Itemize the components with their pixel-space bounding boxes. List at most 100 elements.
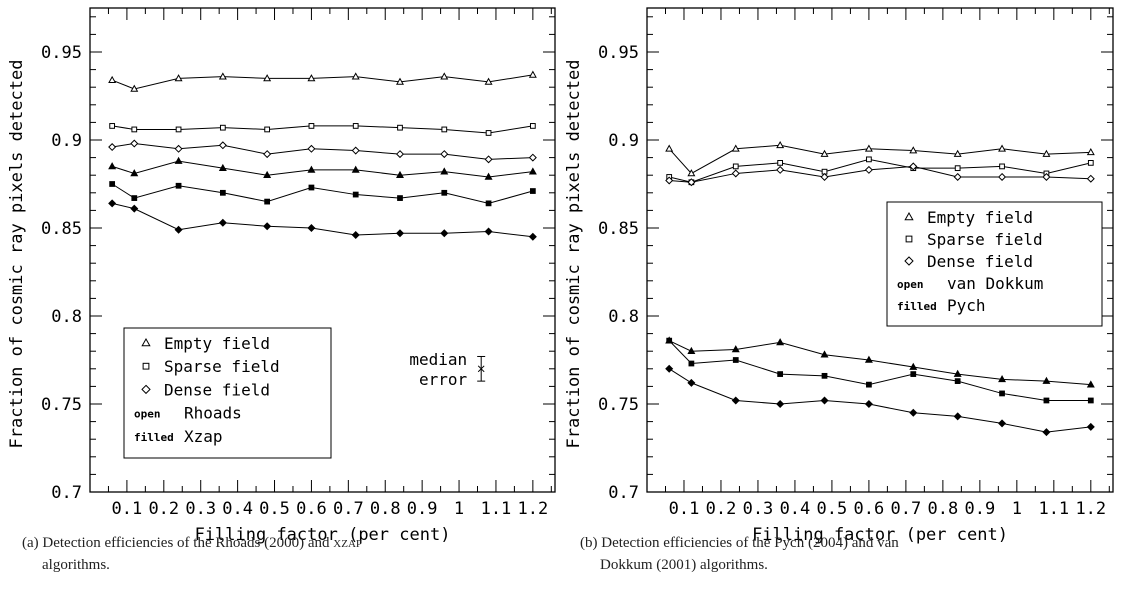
y-tick-label: 0.85	[598, 219, 639, 239]
data-point	[440, 229, 449, 238]
data-point	[174, 144, 183, 153]
data-point	[441, 189, 448, 196]
data-point	[131, 126, 138, 133]
series-open-square	[109, 123, 536, 136]
x-tick-label: 0.7	[333, 499, 364, 519]
data-point	[263, 170, 272, 179]
data-point	[263, 74, 272, 82]
annotation-text: median	[409, 350, 467, 369]
x-tick-label: 0.7	[891, 499, 922, 519]
data-point	[864, 165, 873, 174]
data-point	[953, 149, 962, 157]
data-point	[1087, 160, 1094, 166]
legend-marker-diamond	[904, 256, 914, 266]
data-point	[820, 172, 829, 181]
data-point	[1042, 149, 1051, 157]
data-point	[909, 146, 918, 154]
data-point	[731, 345, 740, 353]
data-point	[264, 198, 271, 205]
data-point	[909, 162, 918, 171]
data-point	[218, 163, 227, 171]
legend-key-filled: filled	[897, 300, 937, 313]
data-point	[263, 222, 272, 231]
x-tick-label: 1	[454, 499, 464, 519]
data-point	[308, 123, 315, 129]
plot-frame	[89, 7, 556, 493]
data-point	[351, 165, 360, 173]
data-point	[953, 412, 962, 421]
data-point	[307, 223, 316, 233]
data-point	[1086, 380, 1095, 388]
caption: (a) Detection efficiencies of the Rhoads…	[22, 535, 362, 573]
data-point	[307, 74, 316, 82]
data-point	[864, 144, 873, 152]
series-filled-triangle	[665, 336, 1095, 388]
caption-line: algorithms.	[42, 557, 110, 573]
data-point	[687, 169, 696, 177]
data-point	[820, 396, 829, 405]
data-point	[130, 139, 139, 148]
legend-marker-triangle	[141, 337, 151, 347]
data-point	[175, 126, 182, 133]
data-point	[1086, 147, 1095, 156]
data-point	[130, 169, 139, 177]
data-point	[999, 390, 1005, 397]
legend-marker-square	[905, 235, 913, 243]
series-line	[112, 143, 533, 160]
data-point	[484, 155, 493, 164]
series-open-triangle	[108, 70, 537, 92]
series-filled-diamond	[665, 364, 1095, 437]
data-point	[130, 84, 139, 92]
series-open-diamond	[108, 139, 537, 164]
data-point	[1086, 174, 1095, 183]
data-point	[864, 355, 873, 363]
series-line	[669, 158, 1091, 183]
series-filled-square	[109, 181, 536, 207]
x-axis-label: Filling factor (per cent)	[195, 525, 451, 545]
data-point	[395, 150, 405, 159]
x-tick-label: 0.9	[407, 499, 438, 519]
x-tick-label: 1.2	[1075, 499, 1106, 519]
data-point	[440, 167, 449, 175]
data-point	[687, 178, 696, 187]
legend-key-open: open	[134, 408, 161, 421]
x-tick-label: 0.6	[296, 499, 327, 519]
data-point	[441, 126, 448, 133]
data-point	[174, 156, 183, 164]
x-tick-label: 0.4	[780, 499, 811, 519]
data-point	[175, 182, 182, 189]
series-filled-diamond	[108, 199, 537, 241]
chart-panel-b: 0.1 0.2 0.3 0.4 0.5 0.6 0.7 0.8 0.9 1 1.1 1.20.70.7…	[564, 7, 1114, 573]
x-tick-label: 0.4	[222, 499, 253, 519]
series-line	[669, 165, 1091, 183]
data-point	[666, 337, 673, 344]
series-open-diamond	[665, 162, 1095, 187]
legend-box	[123, 327, 332, 459]
data-point	[218, 141, 227, 150]
legend-label: van Dokkum	[947, 274, 1043, 293]
data-point	[529, 123, 536, 129]
data-point	[777, 371, 784, 377]
data-point	[776, 399, 785, 409]
series-line	[112, 125, 533, 134]
data-point	[732, 357, 739, 363]
caption: (b) Detection efficiencies of the Pych (…	[580, 535, 899, 573]
legend-label: Sparse field	[927, 230, 1043, 249]
data-point	[130, 204, 139, 213]
data-point	[396, 170, 404, 179]
data-point	[440, 150, 449, 159]
data-point	[219, 189, 226, 196]
data-point	[820, 350, 829, 358]
data-point	[174, 74, 183, 82]
y-tick-label: 0.7	[51, 483, 82, 503]
x-tick-label: 0.3	[743, 499, 774, 519]
data-point	[864, 399, 873, 409]
data-point	[351, 146, 360, 155]
series-filled-triangle	[108, 156, 537, 180]
legend-marker-diamond	[141, 384, 151, 395]
data-point	[528, 153, 537, 162]
data-point	[821, 372, 828, 379]
data-point	[731, 169, 740, 178]
series-open-triangle	[665, 140, 1095, 177]
legend-key-filled: filled	[134, 431, 174, 444]
